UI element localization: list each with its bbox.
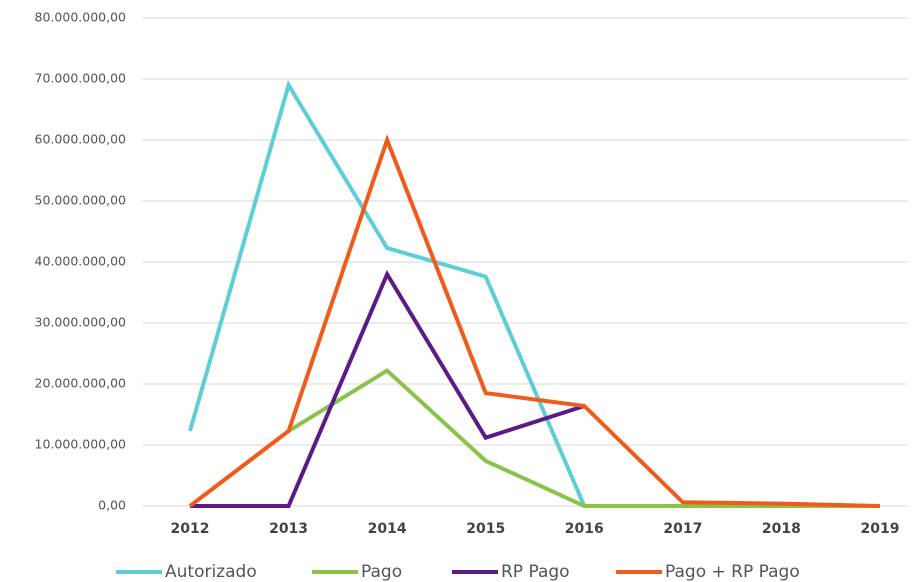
legend: Autorizado Pago RP Pago Pago + RP Pago [116, 562, 800, 582]
legend-label: Pago [361, 562, 402, 582]
x-tick-label: 2018 [762, 521, 801, 537]
x-tick-label: 2019 [861, 521, 900, 537]
series-lines [188, 80, 881, 508]
x-tick-label: 2017 [663, 521, 702, 537]
y-tick-label: 20.000.000,00 [35, 376, 126, 391]
x-tick-label: 2013 [269, 521, 308, 537]
x-axis: 2012 2013 2014 2015 2016 2017 2018 2019 [171, 521, 900, 537]
y-tick-label: 80.000.000,00 [35, 10, 126, 25]
grid [142, 17, 908, 507]
x-tick-label: 2016 [565, 521, 604, 537]
y-tick-label: 50.000.000,00 [35, 193, 126, 208]
legend-label: RP Pago [501, 562, 570, 582]
y-tick-label: 10.000.000,00 [35, 437, 126, 452]
y-tick-label: 0,00 [98, 498, 126, 513]
series-line-rp-pago [190, 269, 585, 508]
y-axis: 0,00 10.000.000,00 20.000.000,00 30.000.000… [35, 10, 126, 513]
x-tick-label: 2015 [466, 521, 505, 537]
x-tick-label: 2012 [171, 521, 210, 537]
y-tick-label: 60.000.000,00 [35, 132, 126, 147]
y-tick-label: 40.000.000,00 [35, 254, 126, 269]
legend-label: Autorizado [165, 562, 257, 582]
x-tick-label: 2014 [368, 521, 407, 537]
series-line-autorizado [188, 80, 587, 507]
y-tick-label: 30.000.000,00 [35, 315, 126, 330]
series-line-pago [287, 368, 880, 508]
legend-label: Pago + RP Pago [665, 562, 800, 582]
series-line-pago-rp-pago [188, 134, 881, 508]
y-tick-label: 70.000.000,00 [35, 71, 126, 86]
